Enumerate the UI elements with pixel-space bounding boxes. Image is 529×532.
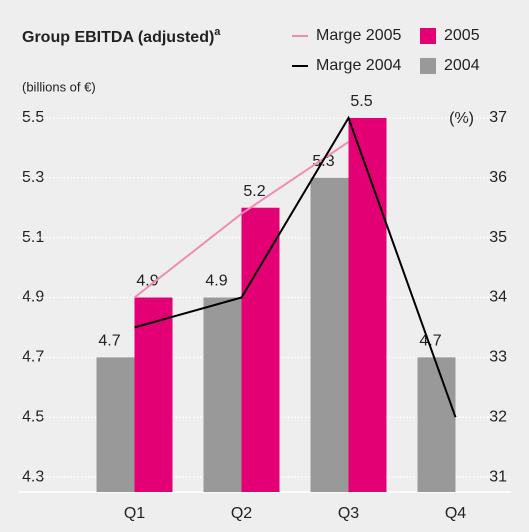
line (134, 115, 457, 418)
title-text: Group EBITDA (adjusted) (22, 29, 214, 46)
y2-axis-label: (%) (449, 110, 474, 127)
y2-tick-label: 32 (489, 408, 507, 425)
value-label: 4.7 (419, 333, 441, 350)
line (133, 141, 350, 299)
legend-label: Marge 2004 (316, 57, 401, 74)
y2-tick-label: 36 (489, 169, 507, 186)
legend-label: 2005 (444, 27, 480, 44)
value-label: 5.5 (350, 93, 372, 110)
y2-tick-label: 31 (489, 468, 507, 485)
bar (348, 117, 387, 492)
legend-swatch (420, 58, 436, 74)
y2-tick-label: 35 (489, 229, 507, 246)
legend-swatch (420, 28, 436, 44)
bar (417, 357, 456, 492)
bar (310, 177, 349, 493)
value-label: 5.2 (243, 183, 265, 200)
bar (241, 207, 280, 492)
x-tick-label: Q4 (445, 505, 466, 522)
y2-tick-label: 33 (489, 349, 507, 366)
bar (134, 297, 173, 492)
value-label: 4.7 (98, 333, 120, 350)
y2-tick-label: 34 (489, 289, 507, 306)
legend-label: 2004 (444, 57, 480, 74)
y2-tick-label: 37 (489, 109, 507, 126)
x-tick-label: Q1 (124, 505, 145, 522)
title-note: a (214, 26, 221, 38)
bar (96, 357, 135, 492)
x-tick-label: Q3 (338, 505, 359, 522)
x-tick-label: Q2 (231, 505, 252, 522)
chart-title: Group EBITDA (adjusted)a (22, 26, 221, 46)
bar (203, 297, 242, 492)
value-label: 4.9 (205, 273, 227, 290)
value-label: 4.9 (136, 273, 158, 290)
legend-label: Marge 2005 (316, 27, 401, 44)
y-axis-label: (billions of €) (22, 79, 96, 94)
